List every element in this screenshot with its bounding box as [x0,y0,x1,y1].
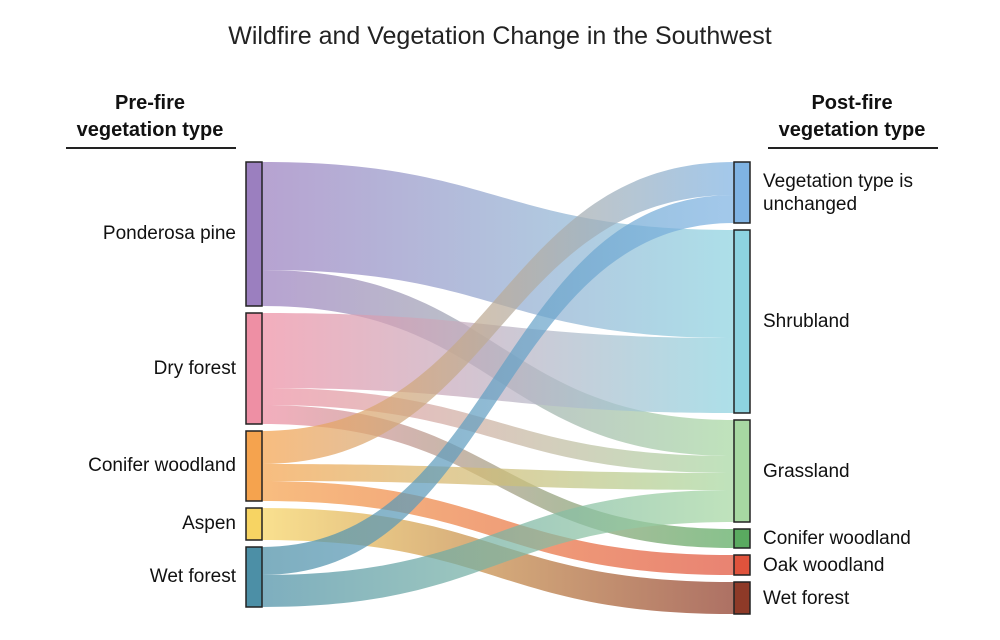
post-fire-heading-rule [768,147,938,149]
pre-fire-heading-line2: vegetation type [76,119,224,141]
flow-conifer-to-oak [262,481,734,575]
flow-conifer-to-unchanged [262,162,734,464]
target-node-wetf [733,581,751,615]
flow-wet-to-grass [262,490,734,607]
target-label-oak: Oak woodland [763,554,885,576]
source-label-wet: Wet forest [149,566,236,587]
target-node-shrub [733,229,751,414]
source-label-aspen: Aspen [182,513,236,534]
target-label-conw: Conifer woodland [763,528,911,549]
source-node-dry [245,312,263,425]
chart-title: Wildfire and Vegetation Change in the So… [228,22,772,50]
source-node-wet [245,546,263,608]
post-fire-heading-line2: vegetation type [778,119,926,141]
target-node-grass [733,419,751,523]
flow-ponderosa-to-shrub [262,162,734,338]
target-label-grass: Grassland [763,460,850,482]
source-label-conifer: Conifer woodland [88,455,236,476]
post-fire-heading: Post-fire vegetation type [762,90,942,144]
target-node-unchanged [733,161,751,224]
source-label-dry: Dry forest [153,357,236,379]
pre-fire-heading: Pre-fire vegetation type [60,90,240,144]
target-node-oak [733,554,751,576]
post-fire-heading-line1: Post-fire [811,92,893,114]
flow-wet-to-unchanged [262,195,734,575]
target-label-shrub: Shrubland [763,311,850,332]
pre-fire-heading-rule [66,147,236,149]
target-label-unchanged: Vegetation type is unchanged [763,170,913,215]
flow-dry-to-shrub [262,313,734,413]
target-label-wetf: Wet forest [763,587,850,609]
flow-conifer-to-grass [262,464,734,490]
source-label-ponderosa: Ponderosa pine [102,223,236,244]
source-node-aspen [245,507,263,541]
target-node-conw [733,528,751,549]
source-node-conifer [245,430,263,502]
source-node-ponderosa [245,161,263,307]
pre-fire-heading-line1: Pre-fire [114,92,186,114]
